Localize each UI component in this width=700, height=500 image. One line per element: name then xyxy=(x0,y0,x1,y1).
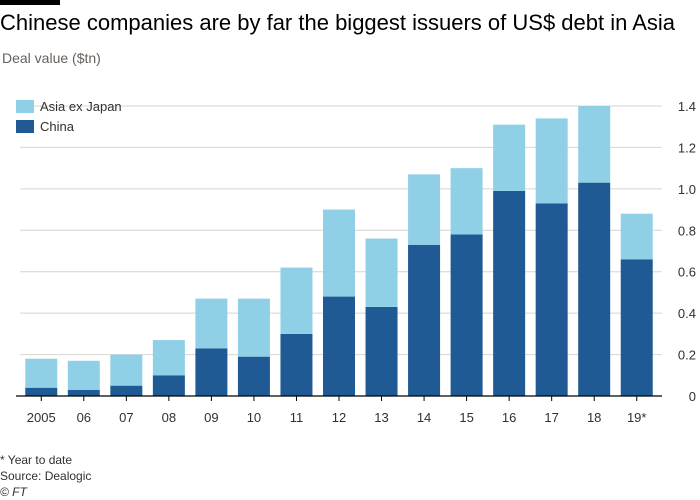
y-tick-label: 0.4 xyxy=(678,306,696,321)
bar-china xyxy=(152,375,185,396)
bar-asia-ex-japan xyxy=(67,360,100,390)
legend-label-asia-ex-japan: Asia ex Japan xyxy=(40,98,122,114)
bar-asia-ex-japan xyxy=(195,298,228,349)
x-tick-label: 19* xyxy=(627,410,647,425)
y-tick-label: 1.4 xyxy=(678,99,696,114)
legend-swatch-asia-ex-japan xyxy=(16,99,34,113)
brand-bar xyxy=(0,0,60,5)
bar-china xyxy=(450,234,483,396)
bar-china xyxy=(237,356,270,396)
bar-asia-ex-japan xyxy=(25,358,58,388)
bar-china xyxy=(280,333,313,396)
bar-asia-ex-japan xyxy=(578,106,611,183)
bar-asia-ex-japan xyxy=(237,298,270,357)
x-tick-label: 12 xyxy=(332,410,346,425)
x-tick-label: 13 xyxy=(374,410,388,425)
x-tick-label: 11 xyxy=(290,410,304,425)
x-tick-label: 16 xyxy=(502,410,516,425)
bar-asia-ex-japan xyxy=(493,124,526,191)
x-tick-label: 14 xyxy=(417,410,431,425)
legend-item-china: China xyxy=(16,116,122,136)
bar-china xyxy=(110,385,143,396)
bar-china xyxy=(365,306,398,396)
x-tick-label: 08 xyxy=(162,410,176,425)
bar-asia-ex-japan xyxy=(323,209,355,297)
bar-china xyxy=(535,203,568,396)
x-tick-label: 18 xyxy=(587,410,601,425)
y-tick-label: 1.0 xyxy=(678,182,696,197)
bar-asia-ex-japan xyxy=(620,213,653,260)
x-tick-label: 17 xyxy=(544,410,558,425)
y-tick-label: 1.2 xyxy=(678,140,696,155)
x-tick-label: 15 xyxy=(459,410,473,425)
bar-china xyxy=(493,190,526,396)
bar-china xyxy=(620,259,653,396)
bar-asia-ex-japan xyxy=(450,168,483,235)
bar-asia-ex-japan xyxy=(408,174,441,245)
bar-asia-ex-japan xyxy=(152,340,185,376)
stacked-bar-chart: 0 0.2 0.4 0.6 0.8 1.0 1.2 1.4 2005 06 07 08 09 10 11 12… xyxy=(16,99,696,425)
x-tick-label: 06 xyxy=(77,410,91,425)
bar-china xyxy=(25,387,58,396)
y-tick-label: 0.8 xyxy=(678,223,696,238)
x-tick-label: 2005 xyxy=(27,410,56,425)
chart-title: Chinese companies are by far the biggest… xyxy=(0,10,676,35)
x-tick-label: 07 xyxy=(119,410,133,425)
y-tick-label: 0 xyxy=(689,389,696,404)
chart-notes: * Year to date Source: Dealogic © FT xyxy=(0,452,91,500)
bar-china xyxy=(195,348,228,396)
bar-asia-ex-japan xyxy=(110,354,143,386)
source-note: Source: Dealogic xyxy=(0,469,92,483)
legend-swatch-china xyxy=(16,119,34,133)
bar-china xyxy=(578,182,611,396)
bar-china xyxy=(323,296,355,396)
bar-china xyxy=(67,389,100,396)
y-tick-label: 0.6 xyxy=(678,265,696,280)
legend: Asia ex Japan China xyxy=(16,96,122,136)
x-tick-label: 10 xyxy=(247,410,261,425)
bar-asia-ex-japan xyxy=(535,118,568,204)
bar-asia-ex-japan xyxy=(365,238,398,307)
bar-china xyxy=(408,244,441,396)
y-tick-label: 0.2 xyxy=(678,348,696,363)
x-tick-label: 09 xyxy=(204,410,218,425)
legend-label-china: China xyxy=(40,118,74,134)
bar-asia-ex-japan xyxy=(280,267,313,334)
chart-subtitle: Deal value ($tn) xyxy=(2,50,101,66)
credit: © FT xyxy=(0,485,27,499)
footnote: * Year to date xyxy=(0,453,73,467)
legend-item-asia-ex-japan: Asia ex Japan xyxy=(16,96,122,116)
